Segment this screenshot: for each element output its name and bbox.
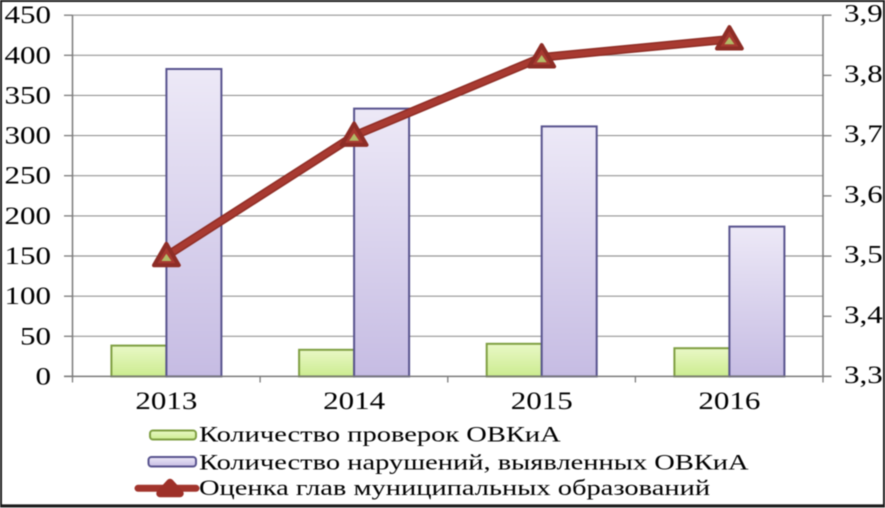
svg-text:2015: 2015 bbox=[511, 388, 573, 416]
svg-text:2014: 2014 bbox=[323, 388, 385, 416]
svg-text:350: 350 bbox=[5, 82, 51, 110]
svg-text:200: 200 bbox=[5, 203, 51, 231]
svg-text:Количество нарушений, выявленн: Количество нарушений, выявленных ОВКиА bbox=[199, 449, 749, 474]
svg-text:2016: 2016 bbox=[698, 388, 760, 416]
svg-text:100: 100 bbox=[5, 283, 51, 311]
svg-text:400: 400 bbox=[5, 42, 51, 70]
svg-text:0: 0 bbox=[36, 363, 51, 391]
svg-text:250: 250 bbox=[5, 162, 51, 190]
svg-text:300: 300 bbox=[5, 122, 51, 150]
svg-text:450: 450 bbox=[5, 2, 51, 30]
svg-text:3,5: 3,5 bbox=[844, 241, 883, 269]
svg-text:3,8: 3,8 bbox=[844, 61, 883, 89]
svg-text:50: 50 bbox=[20, 323, 51, 351]
svg-text:3,3: 3,3 bbox=[844, 362, 883, 390]
svg-text:2013: 2013 bbox=[135, 388, 197, 416]
svg-text:Количество проверок ОВКиА: Количество проверок ОВКиА bbox=[199, 421, 561, 446]
svg-text:150: 150 bbox=[5, 243, 51, 271]
svg-text:3,9: 3,9 bbox=[844, 0, 883, 28]
svg-text:Оценка глав муниципальных обра: Оценка глав муниципальных образований bbox=[199, 475, 710, 500]
svg-text:3,4: 3,4 bbox=[844, 301, 883, 329]
svg-text:3,7: 3,7 bbox=[844, 121, 883, 149]
svg-text:3,6: 3,6 bbox=[844, 181, 883, 209]
